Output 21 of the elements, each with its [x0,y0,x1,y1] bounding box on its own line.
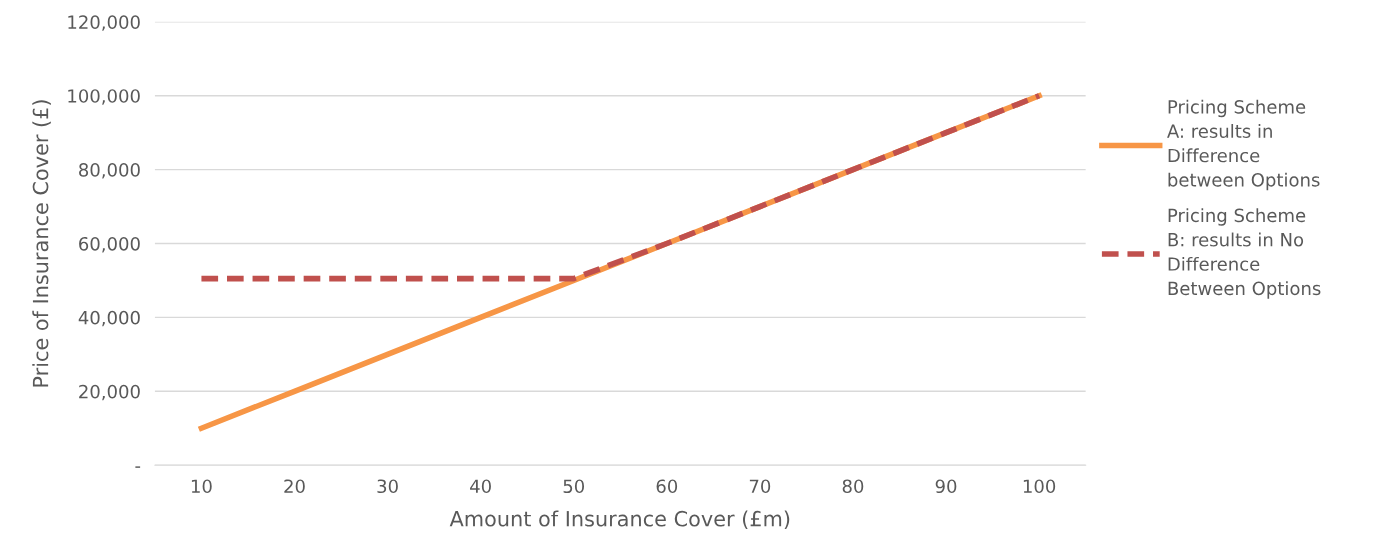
x-tick-label: 80 [842,479,864,494]
y-tick-label: 60,000 [79,236,140,253]
y-tick-label: 80,000 [79,163,140,179]
x-tick-label: 70 [749,479,771,494]
y-tick-label: 100,000 [68,89,140,105]
legend-label: Pricing Scheme A: results in Difference between Options [1167,99,1320,191]
y-tick-label: 120,000 [68,15,140,31]
x-tick-label: 90 [935,479,957,494]
y-tick-label: 20,000 [79,384,140,401]
x-tick-label: 20 [284,479,305,494]
x-axis-title: Amount of Insurance Cover (£m) [449,510,790,530]
y-axis-title: Price of Insurance Cover (£) [32,100,51,387]
legend-label: Pricing Scheme B: results in No Difference Between Options [1168,208,1321,299]
y-tick-label: - [135,466,141,468]
x-tick-label: 10 [191,479,212,494]
x-tick-label: 30 [377,479,398,494]
x-tick-label: 40 [470,479,491,494]
x-tick-label: 100 [1023,479,1056,494]
y-tick-label: 40,000 [78,310,140,327]
x-tick-label: 60 [656,479,678,494]
x-tick-label: 50 [563,479,585,494]
